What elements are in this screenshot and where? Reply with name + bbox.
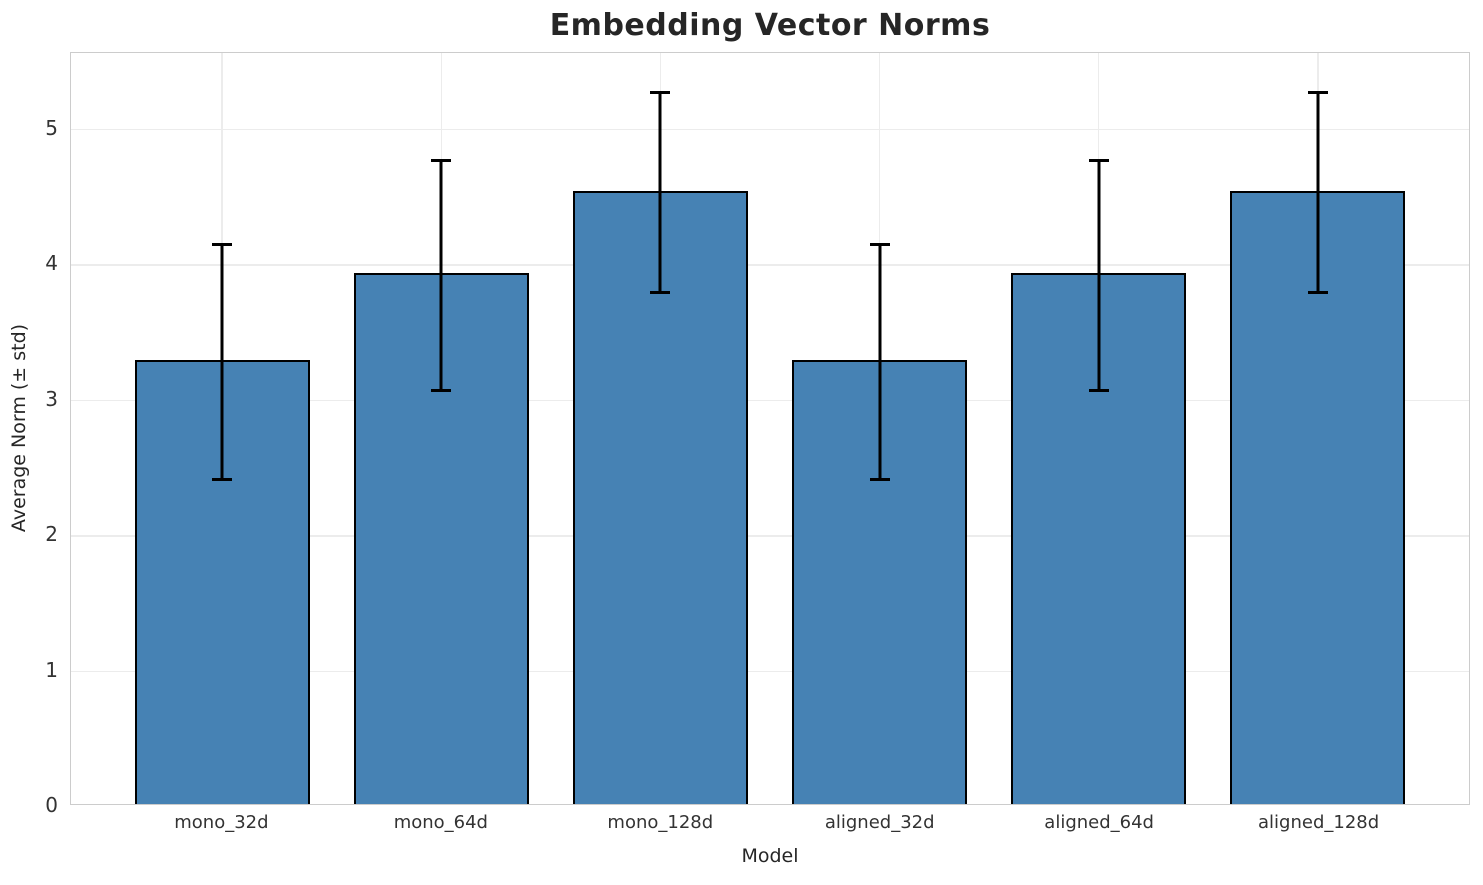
error-bar-aligned_32d (869, 242, 890, 481)
h-gridline (71, 264, 1469, 266)
error-bar-cap-bottom (1088, 388, 1109, 392)
error-bar-cap-top (869, 242, 890, 246)
error-bar-aligned_64d (1088, 158, 1109, 392)
x-tick-label-aligned_32d: aligned_32d (824, 812, 935, 833)
error-bar-cap-top (431, 158, 452, 162)
error-bar-line (658, 90, 662, 295)
error-bar-cap-bottom (212, 477, 233, 481)
error-bar-mono_128d (650, 90, 671, 295)
error-bar-line (439, 158, 443, 392)
x-tick-label-mono_64d: mono_64d (393, 812, 488, 833)
y-tick-label: 2 (45, 522, 58, 547)
x-tick-label-mono_32d: mono_32d (174, 812, 269, 833)
error-bar-line (878, 242, 882, 481)
x-axis-label: Model (741, 845, 799, 867)
error-bar-line (220, 242, 224, 481)
error-bar-cap-top (1088, 158, 1109, 162)
x-tick-label-mono_128d: mono_128d (607, 812, 714, 833)
h-gridline (71, 128, 1469, 131)
h-gridline (71, 670, 1469, 673)
y-tick-label: 4 (45, 251, 58, 276)
chart-title: Embedding Vector Norms (549, 8, 991, 43)
x-tick-label-aligned_64d: aligned_64d (1044, 812, 1154, 833)
h-gridline (71, 399, 1469, 402)
error-bar-cap-top (650, 90, 671, 94)
y-tick-label: 3 (45, 386, 58, 411)
error-bar-cap-bottom (650, 291, 671, 295)
error-bar-cap-bottom (869, 477, 890, 481)
error-bar-cap-top (1307, 90, 1328, 94)
y-tick-label: 5 (45, 115, 58, 140)
y-tick-label: 1 (45, 657, 58, 682)
error-bar-cap-bottom (1307, 291, 1328, 295)
error-bar-cap-top (212, 242, 233, 246)
plot-area (70, 52, 1470, 805)
error-bar-mono_32d (212, 242, 233, 481)
x-tick-label-aligned_128d: aligned_128d (1258, 812, 1380, 833)
error-bar-cap-bottom (431, 388, 452, 392)
h-gridline (71, 535, 1469, 537)
error-bar-aligned_128d (1307, 90, 1328, 295)
y-tick-label: 0 (45, 793, 58, 817)
error-bar-mono_64d (431, 158, 452, 392)
x-axis-ticks: mono_32d mono_64d mono_128d aligned_32d alig… (70, 812, 1470, 840)
error-bar-line (1316, 90, 1320, 295)
error-bar-line (1097, 158, 1101, 392)
y-axis-ticks: 0 1 2 3 4 5 (0, 52, 58, 817)
